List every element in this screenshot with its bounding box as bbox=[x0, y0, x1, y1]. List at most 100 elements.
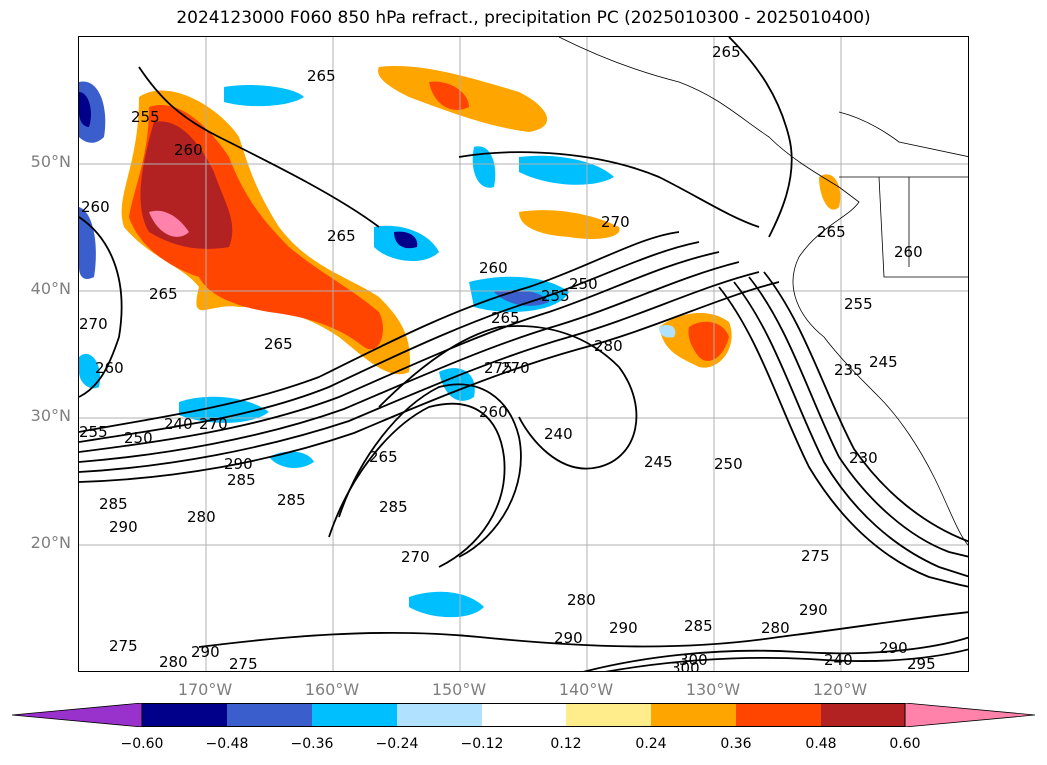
contour-label: 255 bbox=[541, 287, 570, 305]
precip-patch bbox=[269, 451, 314, 469]
precip-patch bbox=[519, 210, 620, 239]
contour-label: 255 bbox=[131, 108, 160, 126]
colorbar-frame bbox=[141, 703, 906, 727]
contour-label: 285 bbox=[684, 617, 713, 635]
contour-label: 260 bbox=[894, 243, 923, 261]
contour-label: 295 bbox=[907, 655, 936, 672]
colorbar-tick-label: −0.12 bbox=[460, 736, 504, 752]
contour-label: 250 bbox=[569, 275, 598, 293]
contour-label: 280 bbox=[159, 653, 188, 671]
colorbar-tick-label: −0.24 bbox=[375, 736, 419, 752]
contour-label: 230 bbox=[849, 449, 878, 467]
contour-label: 260 bbox=[174, 141, 203, 159]
contour-label: 255 bbox=[844, 295, 873, 313]
contour-label: 290 bbox=[879, 639, 908, 657]
contour-label: 285 bbox=[277, 491, 306, 509]
colorbar-swatch bbox=[821, 703, 905, 727]
lon-label: 150°W bbox=[431, 680, 487, 699]
contour-label: 275 bbox=[109, 637, 138, 655]
colorbar-extend-min bbox=[12, 703, 143, 727]
contour-label-layer: 265 265 260 255 260 270 265 265 265 260 … bbox=[79, 43, 936, 672]
colorbar-swatch bbox=[566, 703, 651, 727]
contour-label: 290 bbox=[554, 629, 583, 647]
precip-patch bbox=[659, 325, 676, 338]
contour-label: 250 bbox=[124, 429, 153, 447]
contour-label: 285 bbox=[99, 495, 128, 513]
contour-label: 280 bbox=[187, 508, 216, 526]
coastline bbox=[558, 37, 968, 546]
lat-label: 20°N bbox=[30, 533, 71, 552]
contour-label: 285 bbox=[379, 498, 408, 516]
contour-label: 270 bbox=[601, 213, 630, 231]
contour-label: 290 bbox=[224, 455, 253, 473]
contour-label: 280 bbox=[761, 619, 790, 637]
contour-label: 250 bbox=[714, 455, 743, 473]
contour-label: 260 bbox=[479, 403, 508, 421]
contour-label: 265 bbox=[712, 43, 741, 61]
precip-patch bbox=[472, 146, 496, 188]
contour-label: 300 bbox=[679, 651, 708, 669]
contour-label: 290 bbox=[109, 518, 138, 536]
lat-label: 40°N bbox=[30, 279, 71, 298]
precip-patch bbox=[519, 155, 614, 185]
lon-label: 160°W bbox=[304, 680, 360, 699]
colorbar-swatch bbox=[651, 703, 736, 727]
lat-label: 50°N bbox=[30, 152, 71, 171]
precip-patch bbox=[224, 85, 304, 107]
contour-label: 275 bbox=[229, 655, 258, 672]
colorbar-tick-label: 0.12 bbox=[550, 736, 582, 752]
colorbar-swatch bbox=[482, 703, 566, 727]
colorbar-swatch bbox=[736, 703, 821, 727]
contour-label: 270 bbox=[199, 415, 228, 433]
contour-label: 235 bbox=[834, 361, 863, 379]
precip-patch bbox=[819, 174, 841, 210]
contour-label: 265 bbox=[149, 285, 178, 303]
contour-label: 265 bbox=[307, 67, 336, 85]
colorbar-tick-label: 0.24 bbox=[635, 736, 667, 752]
precip-patch bbox=[429, 81, 469, 110]
contour-label: 280 bbox=[594, 337, 623, 355]
contour-label: 265 bbox=[264, 335, 293, 353]
contour-label: 260 bbox=[81, 198, 110, 216]
contour-label: 265 bbox=[327, 227, 356, 245]
contour-label: 270 bbox=[401, 548, 430, 566]
contour-label: 275 bbox=[801, 547, 830, 565]
contour-label: 255 bbox=[79, 423, 108, 441]
contour-label: 265 bbox=[369, 448, 398, 466]
precip-patch bbox=[79, 92, 91, 127]
precip-patch bbox=[79, 353, 100, 389]
colorbar-tick-label: 0.36 bbox=[720, 736, 752, 752]
contour-label: 240 bbox=[164, 415, 193, 433]
colorbar-tick-label: −0.48 bbox=[205, 736, 249, 752]
refractivity-contours bbox=[79, 37, 968, 671]
contour-label: 290 bbox=[609, 619, 638, 637]
contour-label: 285 bbox=[227, 471, 256, 489]
contour-label: 290 bbox=[191, 643, 220, 661]
colorbar-swatch bbox=[397, 703, 482, 727]
contour-label: 270 bbox=[501, 359, 530, 377]
precip-patch bbox=[394, 231, 418, 249]
contour-label: 260 bbox=[479, 259, 508, 277]
colorbar-tick-label: −0.60 bbox=[120, 736, 164, 752]
contour-label: 245 bbox=[644, 453, 673, 471]
precip-patch bbox=[688, 321, 729, 361]
contour-label: 260 bbox=[95, 359, 124, 377]
contour-label: 275 bbox=[484, 359, 513, 377]
colorbar bbox=[12, 703, 1035, 727]
colorbar-swatch bbox=[227, 703, 312, 727]
precip-fill bbox=[79, 66, 841, 618]
plot-title: 2024123000 F060 850 hPa refract., precip… bbox=[176, 8, 871, 28]
colorbar-swatch bbox=[142, 703, 227, 727]
precip-patch bbox=[149, 210, 189, 237]
colorbar-extend-max bbox=[904, 703, 1035, 727]
lon-label: 140°W bbox=[558, 680, 614, 699]
precip-patch bbox=[179, 396, 269, 423]
colorbar-tick-label: −0.36 bbox=[290, 736, 334, 752]
contour-label: 300 bbox=[671, 659, 700, 672]
lon-label: 170°W bbox=[177, 680, 233, 699]
contour-label: 240 bbox=[824, 651, 853, 669]
colorbar-swatch bbox=[312, 703, 397, 727]
colorbar-tick-label: 0.60 bbox=[889, 736, 921, 752]
contour-label: 265 bbox=[817, 223, 846, 241]
contour-label: 245 bbox=[869, 353, 898, 371]
